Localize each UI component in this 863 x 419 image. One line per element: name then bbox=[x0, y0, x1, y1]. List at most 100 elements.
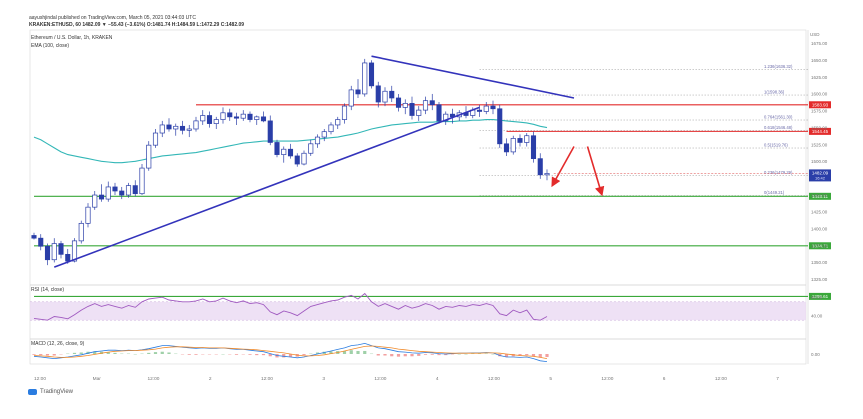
price-tick-label: 1625.00 bbox=[811, 75, 828, 80]
ohlc-line: KRAKEN:ETHUSD, 60 1482.09 ▼ −55.43 (−3.6… bbox=[29, 22, 245, 28]
resistance-level-badge bbox=[809, 127, 831, 135]
candle-body-up bbox=[524, 135, 530, 143]
macd-histogram-bar bbox=[504, 354, 509, 358]
price-tick-label: 1425.00 bbox=[811, 210, 828, 215]
macd-pane: 0.00 bbox=[32, 342, 820, 362]
macd-histogram-bar bbox=[234, 354, 239, 355]
fib-levels: 1.236(1636.32) 1(1598.36) 0.764(1561.30) 0.… bbox=[479, 64, 808, 196]
ema-label: EMA (100, close) bbox=[31, 43, 70, 49]
candle-body-up bbox=[146, 144, 152, 169]
support-level-badge bbox=[809, 242, 831, 250]
price-tick-label: 1550.00 bbox=[811, 125, 828, 130]
candle-body-up bbox=[483, 105, 489, 112]
time-tick-label: Mar bbox=[93, 376, 102, 382]
candle-body-up bbox=[402, 103, 408, 108]
grid bbox=[29, 29, 809, 365]
resistance-level-badge bbox=[809, 101, 831, 109]
price-tick-label: 1500.00 bbox=[811, 159, 828, 164]
time-tick-label: 2 bbox=[209, 376, 212, 382]
time-tick-label: 7 bbox=[776, 376, 779, 382]
candle-body-up bbox=[308, 143, 314, 154]
macd-histogram-bar bbox=[363, 350, 367, 354]
rsi-tick-label: 80.00 bbox=[811, 295, 823, 300]
candle-body-down bbox=[395, 97, 402, 108]
support-level-badge bbox=[809, 192, 831, 200]
macd-histogram-bar bbox=[282, 354, 286, 358]
trendlines bbox=[53, 55, 575, 268]
forecast-arrow bbox=[551, 146, 575, 188]
fib-level-label: 1.236(1636.32) bbox=[764, 64, 793, 69]
macd-histogram-bar bbox=[288, 354, 293, 358]
candle-body-down bbox=[38, 237, 44, 247]
macd-histogram-bar bbox=[187, 354, 191, 355]
time-tick-label: 3 bbox=[322, 376, 325, 382]
macd-histogram-bar bbox=[403, 354, 407, 357]
macd-histogram-bar bbox=[160, 351, 164, 354]
horizontal-levels: 1583.93 1544.45 1448.11 1374.71 1299.61 bbox=[34, 101, 831, 300]
time-tick-label: 12:00 bbox=[601, 376, 613, 382]
candle-body-up bbox=[213, 119, 219, 124]
candle-body-down bbox=[409, 103, 415, 116]
macd-histogram-bar bbox=[430, 354, 434, 355]
time-axis: 12:00 Mar 12:00 2 12:00 3 12:00 4 12:00 5 12:00 6 12… bbox=[34, 376, 779, 382]
macd-histogram-bar bbox=[261, 354, 266, 356]
candle-body-up bbox=[125, 185, 132, 196]
candle-body-up bbox=[321, 131, 327, 138]
macd-histogram-bar bbox=[423, 354, 428, 355]
macd-histogram-bar bbox=[106, 352, 110, 354]
fib-level-label: 1(1598.36) bbox=[764, 90, 785, 95]
macd-histogram-bar bbox=[167, 352, 171, 354]
rsi-label: RSI (14, close) bbox=[31, 287, 65, 293]
trendline bbox=[53, 106, 480, 268]
candle-body-down bbox=[260, 116, 267, 122]
fib-level-label: 0.764(1561.30) bbox=[764, 115, 793, 120]
candle-body-down bbox=[65, 253, 71, 262]
macd-histogram-bar bbox=[194, 354, 198, 355]
candle-body-up bbox=[105, 186, 111, 200]
support-level-label: 1374.71 bbox=[812, 244, 829, 249]
publish-line: aayushjindal published on TradingView.co… bbox=[29, 15, 196, 21]
currency-corner: USD bbox=[810, 32, 820, 37]
candle-body-up bbox=[362, 62, 368, 95]
time-tick-label: 4 bbox=[436, 376, 439, 382]
candle-body-up bbox=[159, 124, 165, 134]
macd-histogram-bar bbox=[39, 354, 43, 356]
instrument-label: Ethereum / U.S. Dollar, 1h, KRAKEN bbox=[31, 35, 113, 41]
macd-histogram-bar bbox=[525, 354, 529, 356]
candle-body-down bbox=[206, 115, 213, 124]
time-tick-label: 12:00 bbox=[34, 376, 46, 382]
price-tick-label: 1325.00 bbox=[811, 277, 828, 282]
candle-body-up bbox=[328, 124, 334, 133]
macd-histogram-bar bbox=[268, 354, 272, 357]
candle-body-down bbox=[294, 155, 300, 165]
macd-histogram-bar bbox=[113, 352, 117, 354]
last-price-label: 1482.09 bbox=[812, 171, 829, 176]
fib-level-label: 0(1449.21) bbox=[764, 190, 785, 195]
price-tick-label: 1675.00 bbox=[811, 41, 828, 46]
candle-body-down bbox=[58, 243, 64, 255]
macd-signal-line bbox=[33, 345, 548, 359]
rsi-line bbox=[33, 292, 548, 321]
candle-body-up bbox=[173, 125, 179, 130]
time-tick-label: 12:00 bbox=[147, 376, 159, 382]
fib-level-label: 0.618(1546.48) bbox=[764, 125, 793, 130]
candle-body-down bbox=[112, 186, 118, 192]
time-tick-label: 6 bbox=[663, 376, 666, 382]
macd-histogram-bar bbox=[356, 350, 360, 354]
price-tick-label: 1525.00 bbox=[811, 142, 828, 147]
candle-body-down bbox=[132, 185, 138, 195]
macd-histogram-bar bbox=[255, 354, 259, 356]
candle-body-up bbox=[200, 115, 206, 122]
price-tick-label: 1400.00 bbox=[811, 227, 828, 232]
macd-histogram-bar bbox=[518, 354, 522, 356]
macd-histogram-bar bbox=[342, 350, 347, 354]
candle-body-up bbox=[335, 119, 341, 126]
candle-body-up bbox=[51, 243, 57, 261]
candle-body-up bbox=[254, 116, 260, 120]
candle-body-up bbox=[301, 152, 307, 165]
candle-body-down bbox=[287, 148, 294, 157]
macd-histogram-bar bbox=[538, 354, 542, 358]
